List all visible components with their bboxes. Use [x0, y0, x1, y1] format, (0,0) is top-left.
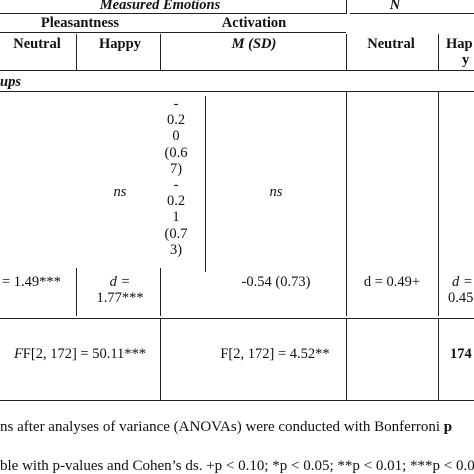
note-line-1-bold: p [443, 419, 453, 435]
body-divider-c-top [346, 91, 347, 271]
note-line-2: ble with p-values and Cohen’s ds. +p < 0… [0, 458, 474, 474]
body-divider-b [160, 268, 161, 316]
header-rule-1b [350, 13, 474, 14]
section-label: ups [0, 74, 21, 90]
f-cell-1: FF[2, 172] = 50.11*** [13, 346, 147, 362]
d-cell-4: d = 0.49+ [363, 274, 421, 290]
stacked-value-cell: - 0.2 0 (0.6 7) - 0.2 1 (0.7 3) [158, 96, 194, 258]
d-cell-2-line1: d = [109, 274, 131, 290]
stacked-line: 0 [172, 128, 180, 145]
neutral-header: Neutral [13, 36, 61, 52]
body-divider-c [346, 268, 347, 316]
ns-cell-1: ns [113, 184, 127, 200]
pleasantness-header: Pleasantness [40, 15, 120, 31]
body-divider-a [76, 268, 77, 316]
msd-header: M (SD) [231, 36, 277, 52]
col-divider-c [346, 34, 347, 70]
f-divider-a [160, 318, 161, 400]
stacked-line: 3) [169, 241, 183, 258]
body-rule-2 [0, 400, 474, 401]
col-divider-a [76, 34, 77, 70]
header-rule-3 [0, 70, 474, 71]
header-divider-n [346, 0, 347, 14]
n-header: N [389, 0, 401, 13]
stacked-line: - [173, 176, 179, 193]
d-cell-3: -0.54 (0.73) [241, 274, 311, 290]
happy-header-2-line1: Hap [446, 36, 473, 52]
body-rule-1 [0, 318, 474, 319]
f-divider-c [346, 318, 347, 400]
col-divider-d [438, 34, 439, 70]
note-line-1-text: ns after analyses of variance (ANOVAs) w… [0, 419, 440, 435]
stacked-line: (0.6 [164, 144, 188, 161]
header-rule-2 [0, 32, 346, 33]
ns-cell-2: ns [269, 184, 283, 200]
activation-header: Activation [221, 15, 287, 31]
d-cell-2-line2: 1.77*** [96, 290, 144, 306]
f-cell-2: F[2, 172] = 4.52** [220, 346, 330, 362]
note-line-1: ns after analyses of variance (ANOVAs) w… [0, 419, 452, 435]
stacked-line: 0.2 [166, 193, 186, 210]
stacked-line: - [173, 96, 179, 112]
section-rule [0, 91, 474, 92]
stacked-line: 7) [169, 160, 183, 177]
f-cell-3: 174 [450, 346, 472, 362]
stacked-line: 1 [172, 209, 180, 226]
header-rule-1 [0, 13, 346, 14]
d-cell-5-line2: 0.45 [448, 290, 474, 306]
d-cell-1: = 1.49*** [2, 274, 61, 290]
happy-header: Happy [99, 36, 141, 52]
body-divider-d-top [438, 91, 439, 271]
happy-header-2-line2: y [462, 52, 470, 68]
stack-divider [205, 96, 206, 272]
f-divider-d [438, 318, 439, 400]
stacked-line: (0.7 [164, 225, 188, 242]
neutral-header-2: Neutral [367, 36, 415, 52]
measured-emotions-header: Measured Emotions [99, 0, 221, 13]
stacked-line: 0.2 [166, 112, 186, 129]
col-divider-b [160, 34, 161, 70]
d-cell-5-line1: d = [452, 274, 473, 290]
f-cell-1-text: F[2, 172] = 50.11*** [22, 346, 147, 362]
body-divider-d [438, 268, 439, 316]
